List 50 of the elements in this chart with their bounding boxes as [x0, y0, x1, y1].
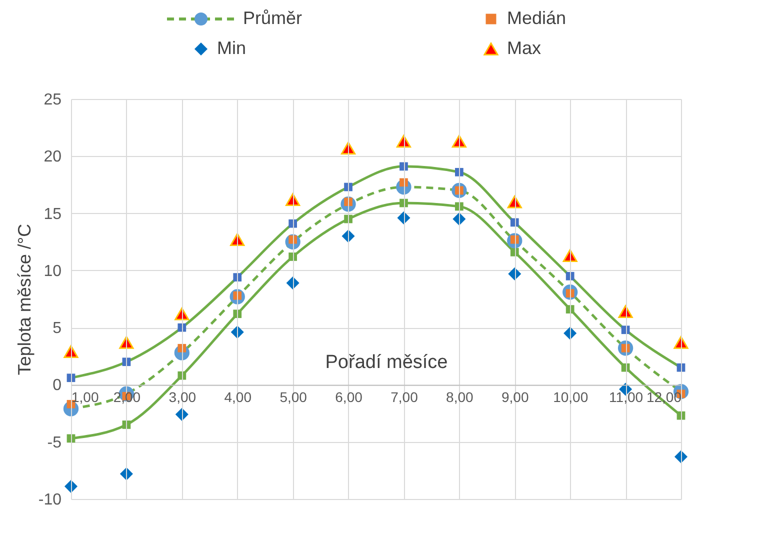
- legend-label: Min: [217, 38, 246, 58]
- x-axis-title: Pořadí měsíce: [325, 352, 448, 374]
- point: [233, 273, 242, 282]
- point: [400, 178, 408, 187]
- point: [288, 219, 297, 228]
- x-tick-label: 6,00: [335, 389, 363, 406]
- point: [674, 336, 688, 349]
- point: [286, 193, 300, 206]
- point: [566, 272, 574, 280]
- y-tick-label: -10: [38, 492, 62, 508]
- point: [562, 249, 578, 262]
- x-tick-label: 9,00: [502, 389, 529, 406]
- y-tick-label: 25: [44, 92, 62, 108]
- point: [178, 344, 186, 352]
- point: [230, 233, 245, 246]
- y-tick-label: 0: [52, 377, 62, 394]
- point: [455, 202, 464, 211]
- point: [64, 345, 78, 358]
- x-tick-label: 1,00: [72, 389, 99, 406]
- point: [341, 142, 356, 155]
- x-tick-label: 5,00: [280, 389, 308, 406]
- point: [508, 267, 522, 280]
- point: [174, 307, 190, 320]
- point: [178, 371, 186, 380]
- y-tick-label: -5: [47, 434, 62, 452]
- point: [507, 195, 522, 208]
- legend-label: Max: [507, 38, 542, 58]
- point: [178, 323, 186, 332]
- point: [400, 162, 408, 171]
- point: [618, 305, 633, 318]
- y-tick-label: 20: [44, 148, 62, 166]
- point: [233, 310, 242, 318]
- x-tick-label: 10,00: [553, 389, 588, 406]
- x-tick-label: 4,00: [224, 389, 252, 406]
- point: [566, 305, 574, 314]
- y-axis-title: Teplota měsíce /°C: [14, 224, 34, 376]
- x-tick-label: 11,00: [609, 389, 644, 406]
- point: [455, 168, 464, 176]
- point: [510, 248, 519, 256]
- legend-label: Průměr: [243, 8, 302, 28]
- y-tick-label: 15: [44, 206, 62, 223]
- y-tick-label: 5: [52, 320, 62, 338]
- x-tick-label: 3,00: [168, 389, 196, 406]
- x-tick-label: 7,00: [390, 389, 418, 406]
- point: [119, 336, 134, 349]
- point: [288, 252, 297, 261]
- point: [510, 218, 519, 227]
- y-tick-label: 10: [44, 262, 62, 280]
- legend-label: Medián: [507, 8, 566, 28]
- x-tick-label: 8,00: [446, 389, 474, 406]
